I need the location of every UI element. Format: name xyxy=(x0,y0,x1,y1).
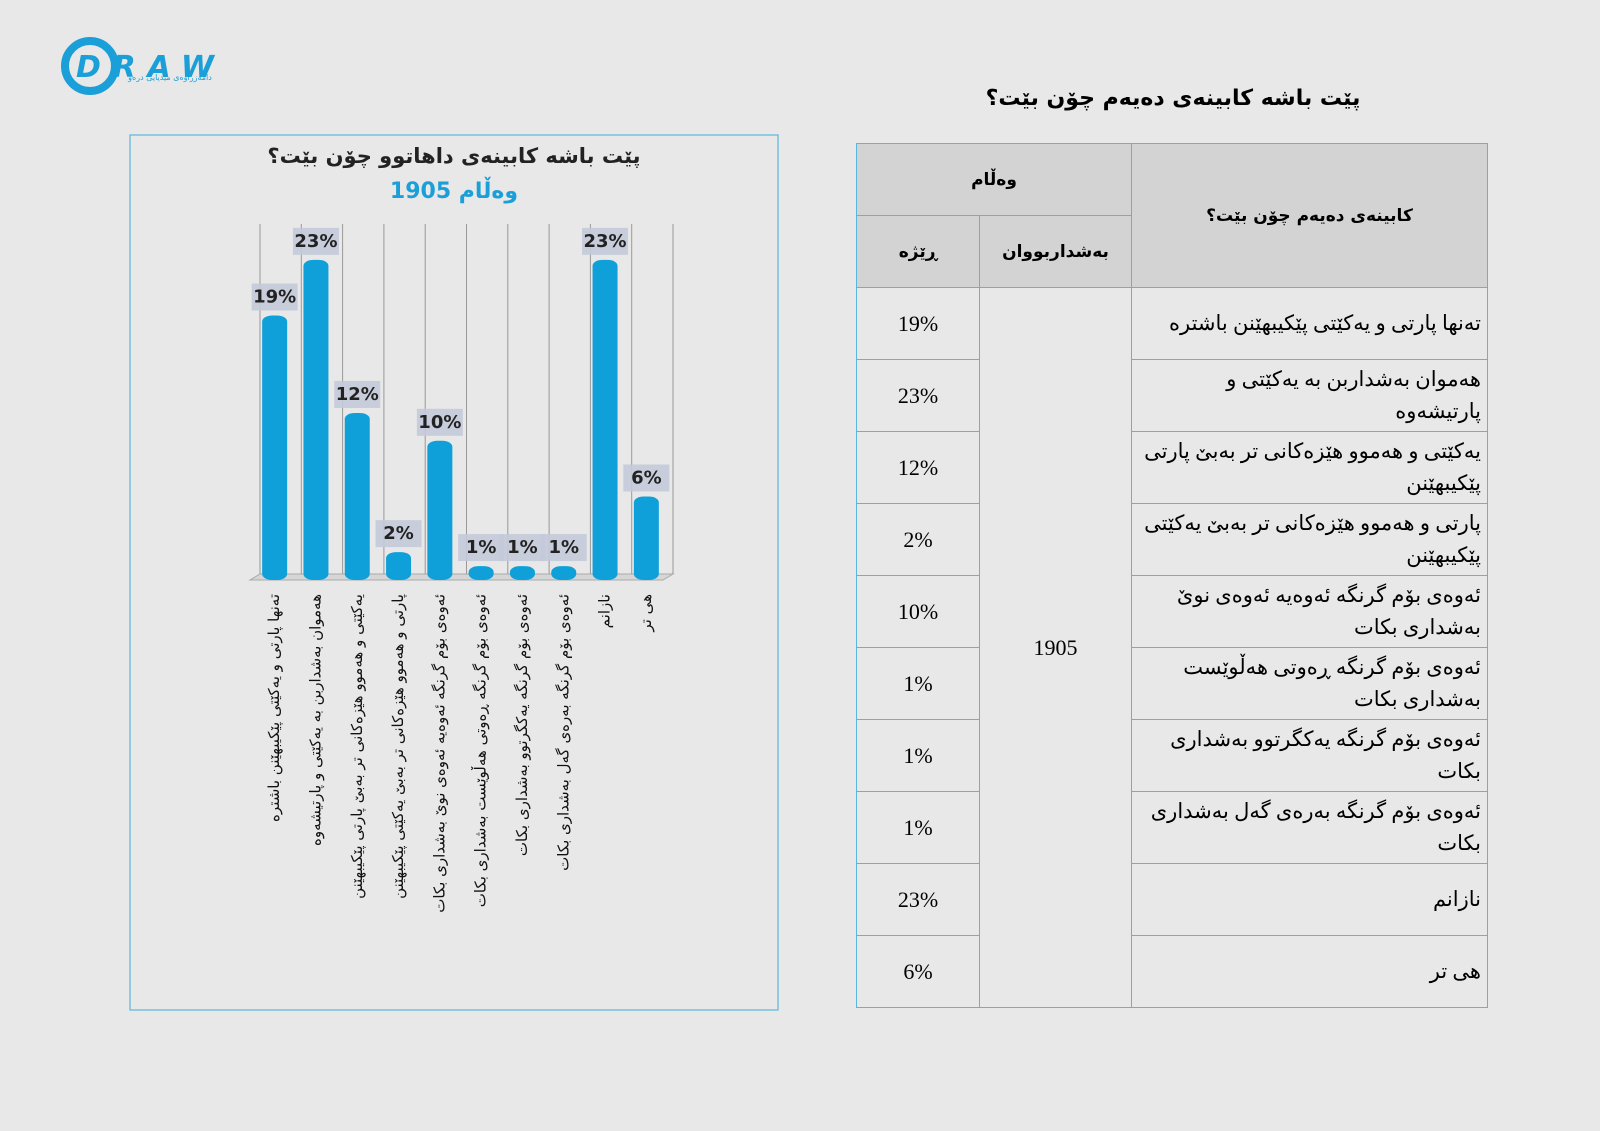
value-label-box xyxy=(458,534,505,562)
x-tick-label: ئەوەی بۆم گرنگە ئەوەیە ئەوەی نوێ بەشداری… xyxy=(430,594,448,913)
pct-cell: 23% xyxy=(856,863,980,936)
bar xyxy=(262,315,288,580)
data-table: کابینەی دەیەم چۆن بێت؟ وەڵام بەشداربووان… xyxy=(856,143,1488,1008)
lbl-cell: ئەوەی بۆم گرنگە ئەوەیە ئەوەی نوێ بەشداری… xyxy=(1131,575,1488,648)
pct-cell: 1% xyxy=(856,719,980,792)
table-row: ئەوەی بۆم گرنگە یەکگرتوو بەشداری بکات 1% xyxy=(856,719,1488,792)
value-label: 19% xyxy=(253,287,296,308)
value-label-box xyxy=(499,534,546,562)
table-row: ئەوەی بۆم گرنگە بەرەی گەل بەشداری بکات 1% xyxy=(856,791,1488,864)
value-label: 1% xyxy=(548,537,579,558)
x-tick-label: هەموان بەشداربن بە یەکێتی و پارتیشەوە xyxy=(306,594,325,846)
lbl-cell: ئەوەی بۆم گرنگە بەرەی گەل بەشداری بکات xyxy=(1131,791,1488,864)
lbl-cell: پارتی و هەموو هێزەکانی تر بەبێ یەکێتی پێ… xyxy=(1131,503,1488,576)
x-tick-label: تەنها پارتی و یەکێتی پێکیبهێنن باشترە xyxy=(265,594,284,822)
logo-ring xyxy=(61,37,119,95)
lbl-cell: ئەوەی بۆم گرنگە ڕەوتی هەڵوێست بەشداری بک… xyxy=(1131,647,1488,720)
table-body: تەنها پارتی و یەکێتی پێکیبهێنن باشترە 190… xyxy=(856,287,1488,1008)
lbl-cell: تەنها پارتی و یەکێتی پێکیبهێنن باشترە xyxy=(1131,287,1488,360)
value-label-box xyxy=(334,380,381,408)
value-label-box xyxy=(623,464,670,492)
pct-cell: 19% xyxy=(856,287,980,360)
bar xyxy=(427,440,453,580)
value-label: 1% xyxy=(507,537,538,558)
bar xyxy=(386,552,412,580)
x-tick-label: ئەوەی بۆم گرنگە ڕەوتی هەڵوێست بەشداری بک… xyxy=(471,594,490,907)
pct-cell: 12% xyxy=(856,431,980,504)
table-row: هی تر 6% xyxy=(856,935,1488,1008)
bar xyxy=(468,566,494,580)
value-label: 12% xyxy=(336,384,379,405)
value-label-box xyxy=(540,534,587,562)
x-tick-label: ئەوەی بۆم گرنگە یەکگرتوو بەشداری بکات xyxy=(513,594,531,856)
x-tick-label: پارتی و هەموو هێزەکانی تر بەبێ یەکێتی پێ… xyxy=(389,594,408,899)
header-cell: ڕێژە xyxy=(856,215,980,288)
pct-cell: 2% xyxy=(856,503,980,576)
value-label: 23% xyxy=(294,231,337,252)
table-row: نازانم 23% xyxy=(856,863,1488,936)
pct-cell: 1% xyxy=(856,647,980,720)
logo-tagline: دامەزراوەی میدیایی درەو xyxy=(127,73,212,82)
table-row: یەکێتی و هەموو هێزەکانی تر بەبێ پارتی پێ… xyxy=(856,431,1488,504)
bar xyxy=(592,259,618,580)
x-tick-label: هی تر xyxy=(637,594,655,633)
value-label: 6% xyxy=(631,467,662,488)
bar xyxy=(344,412,370,580)
value-label-box xyxy=(375,520,422,548)
table-row: ئەوەی بۆم گرنگە ڕەوتی هەڵوێست بەشداری بک… xyxy=(856,647,1488,720)
value-label-box xyxy=(292,227,339,255)
header-cell: بەشداربووان xyxy=(979,215,1132,288)
value-label: 23% xyxy=(584,231,627,252)
chart-title: پێت باشە کابینەی داهاتوو چۆن بێت؟ xyxy=(267,144,640,168)
value-label: 10% xyxy=(418,412,461,433)
lbl-cell: نازانم xyxy=(1131,863,1488,936)
x-tick-label: نازانم xyxy=(596,594,614,628)
pct-cell: 23% xyxy=(856,359,980,432)
chart-subtitle: 1905 وەڵام xyxy=(390,176,518,204)
table-row: هەموان بەشداربن بە یەکێتی و پارتیشەوە 23% xyxy=(856,359,1488,432)
value-label-box xyxy=(416,408,463,436)
chart-frame xyxy=(129,134,779,1011)
lbl-cell: هی تر xyxy=(1131,935,1488,1008)
lbl-cell: ئەوەی بۆم گرنگە یەکگرتوو بەشداری بکات xyxy=(1131,719,1488,792)
table-title: پێت باشە کابینەی دەیەم چۆن بێت؟ xyxy=(985,86,1361,111)
x-tick-label: یەکێتی و هەموو هێزەکانی تر بەبێ پارتی پێ… xyxy=(348,594,367,899)
pct-cell: 10% xyxy=(856,575,980,648)
table-row: ئەوەی بۆم گرنگە ئەوەیە ئەوەی نوێ بەشداری… xyxy=(856,575,1488,648)
value-label-box xyxy=(582,227,629,255)
part-cell: 1905 xyxy=(979,287,1132,1008)
value-label: 1% xyxy=(466,537,497,558)
header-cell: وەڵام xyxy=(856,143,1132,216)
x-tick-label: ئەوەی بۆم گرنگە بەرەی گەل بەشداری بکات xyxy=(554,594,572,871)
value-label: 2% xyxy=(383,523,414,544)
value-label-box xyxy=(251,283,298,311)
lbl-cell: هەموان بەشداربن بە یەکێتی و پارتیشەوە xyxy=(1131,359,1488,432)
header-cell: کابینەی دەیەم چۆن بێت؟ xyxy=(1131,143,1488,288)
bar xyxy=(509,566,535,580)
bar xyxy=(633,496,659,580)
lbl-cell: یەکێتی و هەموو هێزەکانی تر بەبێ پارتی پێ… xyxy=(1131,431,1488,504)
table-row: تەنها پارتی و یەکێتی پێکیبهێنن باشترە 190… xyxy=(856,287,1488,1008)
bar xyxy=(303,259,329,580)
table-row: پارتی و هەموو هێزەکانی تر بەبێ یەکێتی پێ… xyxy=(856,503,1488,576)
pct-cell: 1% xyxy=(856,791,980,864)
pct-cell: 6% xyxy=(856,935,980,1008)
bar xyxy=(551,566,577,580)
